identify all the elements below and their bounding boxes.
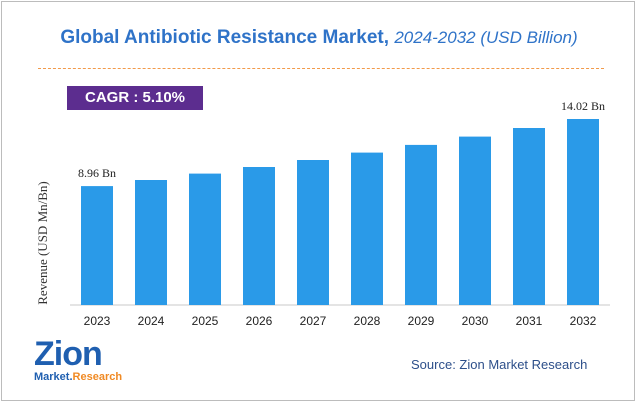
chart-title: Global Antibiotic Resistance Market, 202… — [0, 27, 638, 49]
x-tick-label-2025: 2025 — [192, 314, 219, 328]
x-tick-label-2031: 2031 — [516, 314, 543, 328]
bar-2027 — [297, 160, 329, 305]
bar-2028 — [351, 152, 383, 305]
bar-2024 — [135, 180, 167, 305]
bar-2030 — [459, 136, 491, 305]
title-main: Global Antibiotic Resistance Market, — [60, 27, 390, 48]
logo-tagline-research: Research — [72, 371, 123, 383]
cagr-badge: CAGR : 5.10% — [67, 86, 203, 110]
title-subtitle: 2024-2032 (USD Billion) — [394, 28, 578, 47]
bar-2026 — [243, 167, 275, 305]
bar-2025 — [189, 173, 221, 305]
x-tick-label-2029: 2029 — [408, 314, 435, 328]
x-tick-label-2026: 2026 — [246, 314, 273, 328]
data-label-2023: 8.96 Bn — [78, 166, 116, 180]
logo-tagline: Market.Research — [34, 371, 122, 383]
bar-2031 — [513, 128, 545, 305]
source-note: Source: Zion Market Research — [411, 357, 588, 372]
x-tick-label-2028: 2028 — [354, 314, 381, 328]
x-tick-label-2024: 2024 — [138, 314, 165, 328]
bar-2029 — [405, 144, 437, 305]
data-label-2032: 14.02 Bn — [561, 99, 605, 113]
title-divider — [38, 68, 604, 69]
x-tick-label-2027: 2027 — [300, 314, 327, 328]
bar-2032 — [567, 119, 599, 305]
x-tick-label-2023: 2023 — [84, 314, 111, 328]
logo-tagline-market: Market. — [34, 371, 73, 383]
bar-2023 — [81, 186, 113, 305]
x-tick-label-2030: 2030 — [462, 314, 489, 328]
zion-logo: Zion Market.Research — [34, 335, 146, 388]
x-tick-label-2032: 2032 — [570, 314, 597, 328]
logo-wordmark: Zion — [34, 335, 103, 373]
